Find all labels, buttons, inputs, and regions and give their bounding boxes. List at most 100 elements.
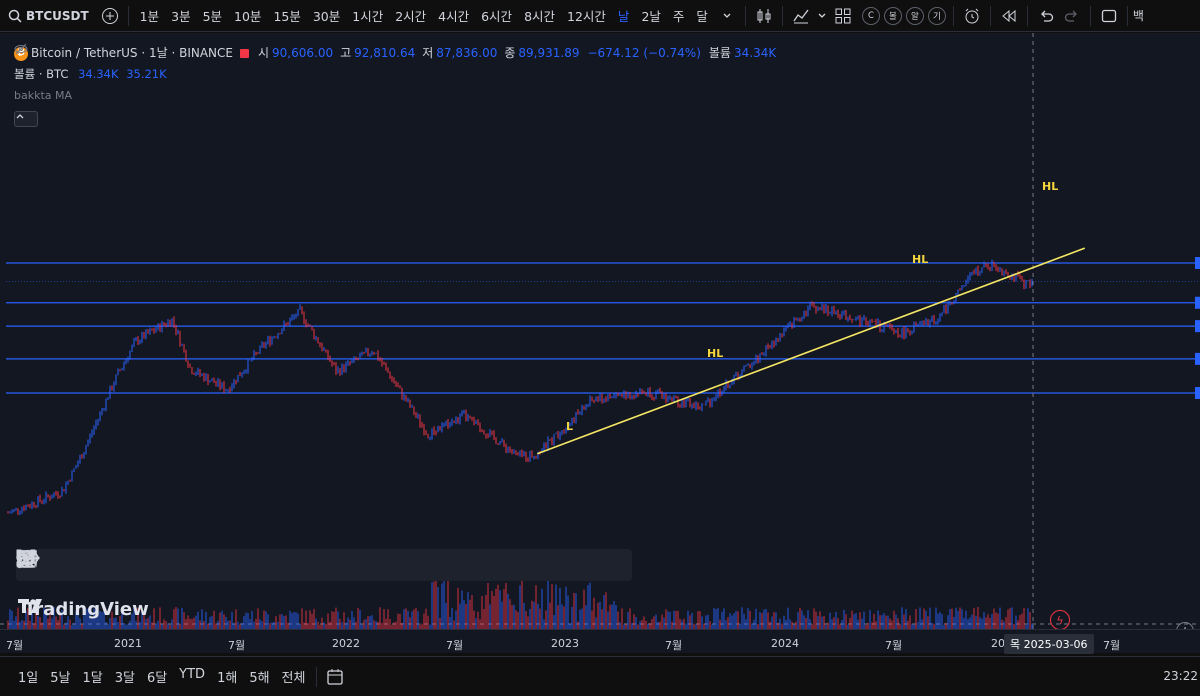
indicators-button[interactable] [788, 3, 814, 29]
interval-button[interactable]: 30분 [312, 9, 341, 24]
divider [1126, 5, 1128, 26]
chart-legend: ₿ Bitcoin / TetherUS · 1날 · BINANCE 시 90,… [14, 43, 776, 106]
range-button[interactable]: 5날 [50, 671, 71, 686]
market-status-icon [239, 49, 249, 58]
grid-icon [835, 8, 851, 23]
legend-collapse-button[interactable] [14, 111, 38, 127]
time-tick: 2021 [114, 637, 142, 650]
comment-tool-button[interactable] [17, 551, 591, 579]
bars-pattern-tool-button[interactable] [18, 551, 487, 579]
hl-annotation-3: HL [1042, 180, 1059, 193]
time-axis[interactable]: 7월 2021 7월 2022 7월 2023 7월 2024 7월 20 7월 [0, 629, 1200, 653]
symbol-search[interactable]: BTCUSDT [0, 0, 97, 32]
undo-button[interactable] [1033, 3, 1059, 29]
lightning-button[interactable]: ϟ [1050, 610, 1070, 629]
range-button[interactable]: 5해 [249, 671, 270, 686]
legend-volume-row[interactable]: 볼륨 · BTC 34.34K 35.21K [14, 64, 776, 85]
interval-button[interactable]: 15분 [273, 9, 301, 24]
goto-date-button[interactable] [322, 664, 348, 690]
date-range-tool-button[interactable] [17, 551, 452, 579]
chart-type-letter-button[interactable]: C [861, 6, 880, 25]
indicator-label: bakkta MA [14, 89, 73, 102]
interval-dropdown-button[interactable] [714, 3, 740, 29]
divider [1026, 5, 1028, 26]
redo-button[interactable] [1059, 3, 1085, 29]
chart-type-letter-button[interactable]: 볼 [883, 6, 902, 25]
indicators-dropdown-button[interactable] [814, 3, 830, 29]
range-button[interactable]: YTD [179, 667, 206, 682]
trendline-tool-button[interactable] [17, 550, 278, 579]
candle-style-button[interactable] [751, 3, 777, 29]
tradingview-watermark[interactable]: TradingView [18, 599, 149, 620]
interval-button[interactable]: 3분 [171, 9, 191, 24]
chart-pane[interactable]: ₿ Bitcoin / TetherUS · 1날 · BINANCE 시 90,… [0, 33, 1200, 629]
arrow-tool-button[interactable] [18, 551, 417, 579]
range-button[interactable]: 1일 [18, 671, 39, 686]
replay-button[interactable] [996, 3, 1022, 29]
date-range-list: 1일 5날 1달 3달 6달 YTD 1해 5해 전체 [12, 667, 311, 686]
clock[interactable]: 23:22 [1163, 669, 1198, 683]
divider [744, 5, 746, 26]
close-value: 89,931.89 [518, 46, 580, 60]
eye-hidden-icon[interactable] [14, 43, 28, 55]
interval-button[interactable]: 1분 [139, 9, 160, 24]
time-tick: 2024 [771, 637, 799, 650]
range-button[interactable]: 1달 [82, 671, 103, 686]
open-value: 90,606.00 [272, 46, 334, 60]
calendar-goto-icon [327, 668, 344, 685]
range-button[interactable]: 3달 [114, 671, 135, 686]
price-chart[interactable] [0, 33, 1200, 629]
text-tool-button[interactable] [18, 550, 139, 579]
change-value: −674.12 (−0.74%) [587, 46, 701, 60]
layout-button[interactable] [830, 3, 856, 29]
horizontal-ray-tool-button[interactable] [17, 551, 173, 579]
range-button[interactable]: 1해 [217, 671, 238, 686]
hl-annotation-1: HL [707, 347, 724, 360]
interval-button[interactable]: 1시간 [352, 9, 384, 24]
chart-type-letter-button[interactable]: 알 [905, 6, 924, 25]
interval-button[interactable]: 주 [672, 9, 685, 24]
interval-button[interactable]: 날 [617, 9, 630, 24]
forecast-tool-button[interactable] [17, 549, 522, 579]
legend-ohlc-row: ₿ Bitcoin / TetherUS · 1날 · BINANCE 시 90,… [14, 43, 776, 64]
interval-button[interactable]: 달 [696, 9, 708, 24]
interval-button[interactable]: 5분 [202, 9, 223, 24]
high-label: 고 [340, 46, 352, 60]
level-price-marker [1195, 387, 1200, 400]
add-symbol-button[interactable] [97, 3, 123, 29]
interval-button[interactable]: 6시간 [481, 9, 513, 24]
legend-indicator-row[interactable]: bakkta MA [14, 43, 776, 106]
interval-button[interactable]: 2날 [641, 9, 661, 24]
undo-icon [1041, 10, 1054, 22]
interval-button[interactable]: 8시간 [524, 9, 556, 24]
alert-button[interactable] [959, 3, 985, 29]
divider [1089, 5, 1091, 26]
price-range-tool-button[interactable] [19, 550, 348, 579]
note-tool-button[interactable] [18, 551, 626, 579]
volume-indicator-label: 볼륨 · BTC [14, 67, 69, 81]
range-button[interactable]: 6달 [146, 671, 168, 686]
interval-button[interactable]: 4시간 [438, 9, 470, 24]
interval-button[interactable]: 10분 [234, 9, 262, 24]
backtest-tab[interactable]: 백 [1132, 9, 1144, 23]
time-tick: 7월 [665, 639, 683, 652]
high-value: 92,810.64 [354, 46, 416, 60]
fib-tool-button[interactable] [17, 550, 313, 579]
callout-tool-button[interactable] [16, 550, 104, 579]
interval-button[interactable]: 12시간 [567, 9, 606, 24]
chart-type-letter-button[interactable]: 기 [927, 6, 946, 25]
low-value: 87,836.00 [436, 46, 498, 60]
legend-title[interactable]: Bitcoin / TetherUS · 1날 · BINANCE [31, 46, 233, 60]
rectangle-tool-button[interactable] [16, 549, 208, 579]
horizontal-line-tool-button[interactable] [17, 551, 243, 579]
brush-tool-button[interactable] [17, 550, 382, 579]
plus-icon: + [1180, 624, 1190, 629]
shape-tool-button[interactable] [16, 549, 69, 579]
curve-tool-button[interactable] [17, 551, 557, 579]
interval-button[interactable]: 2시간 [395, 9, 427, 24]
chevron-down-icon [723, 13, 731, 18]
level-price-marker [1195, 352, 1200, 365]
range-button[interactable]: 전체 [281, 671, 306, 686]
fullscreen-button[interactable] [1096, 3, 1122, 29]
